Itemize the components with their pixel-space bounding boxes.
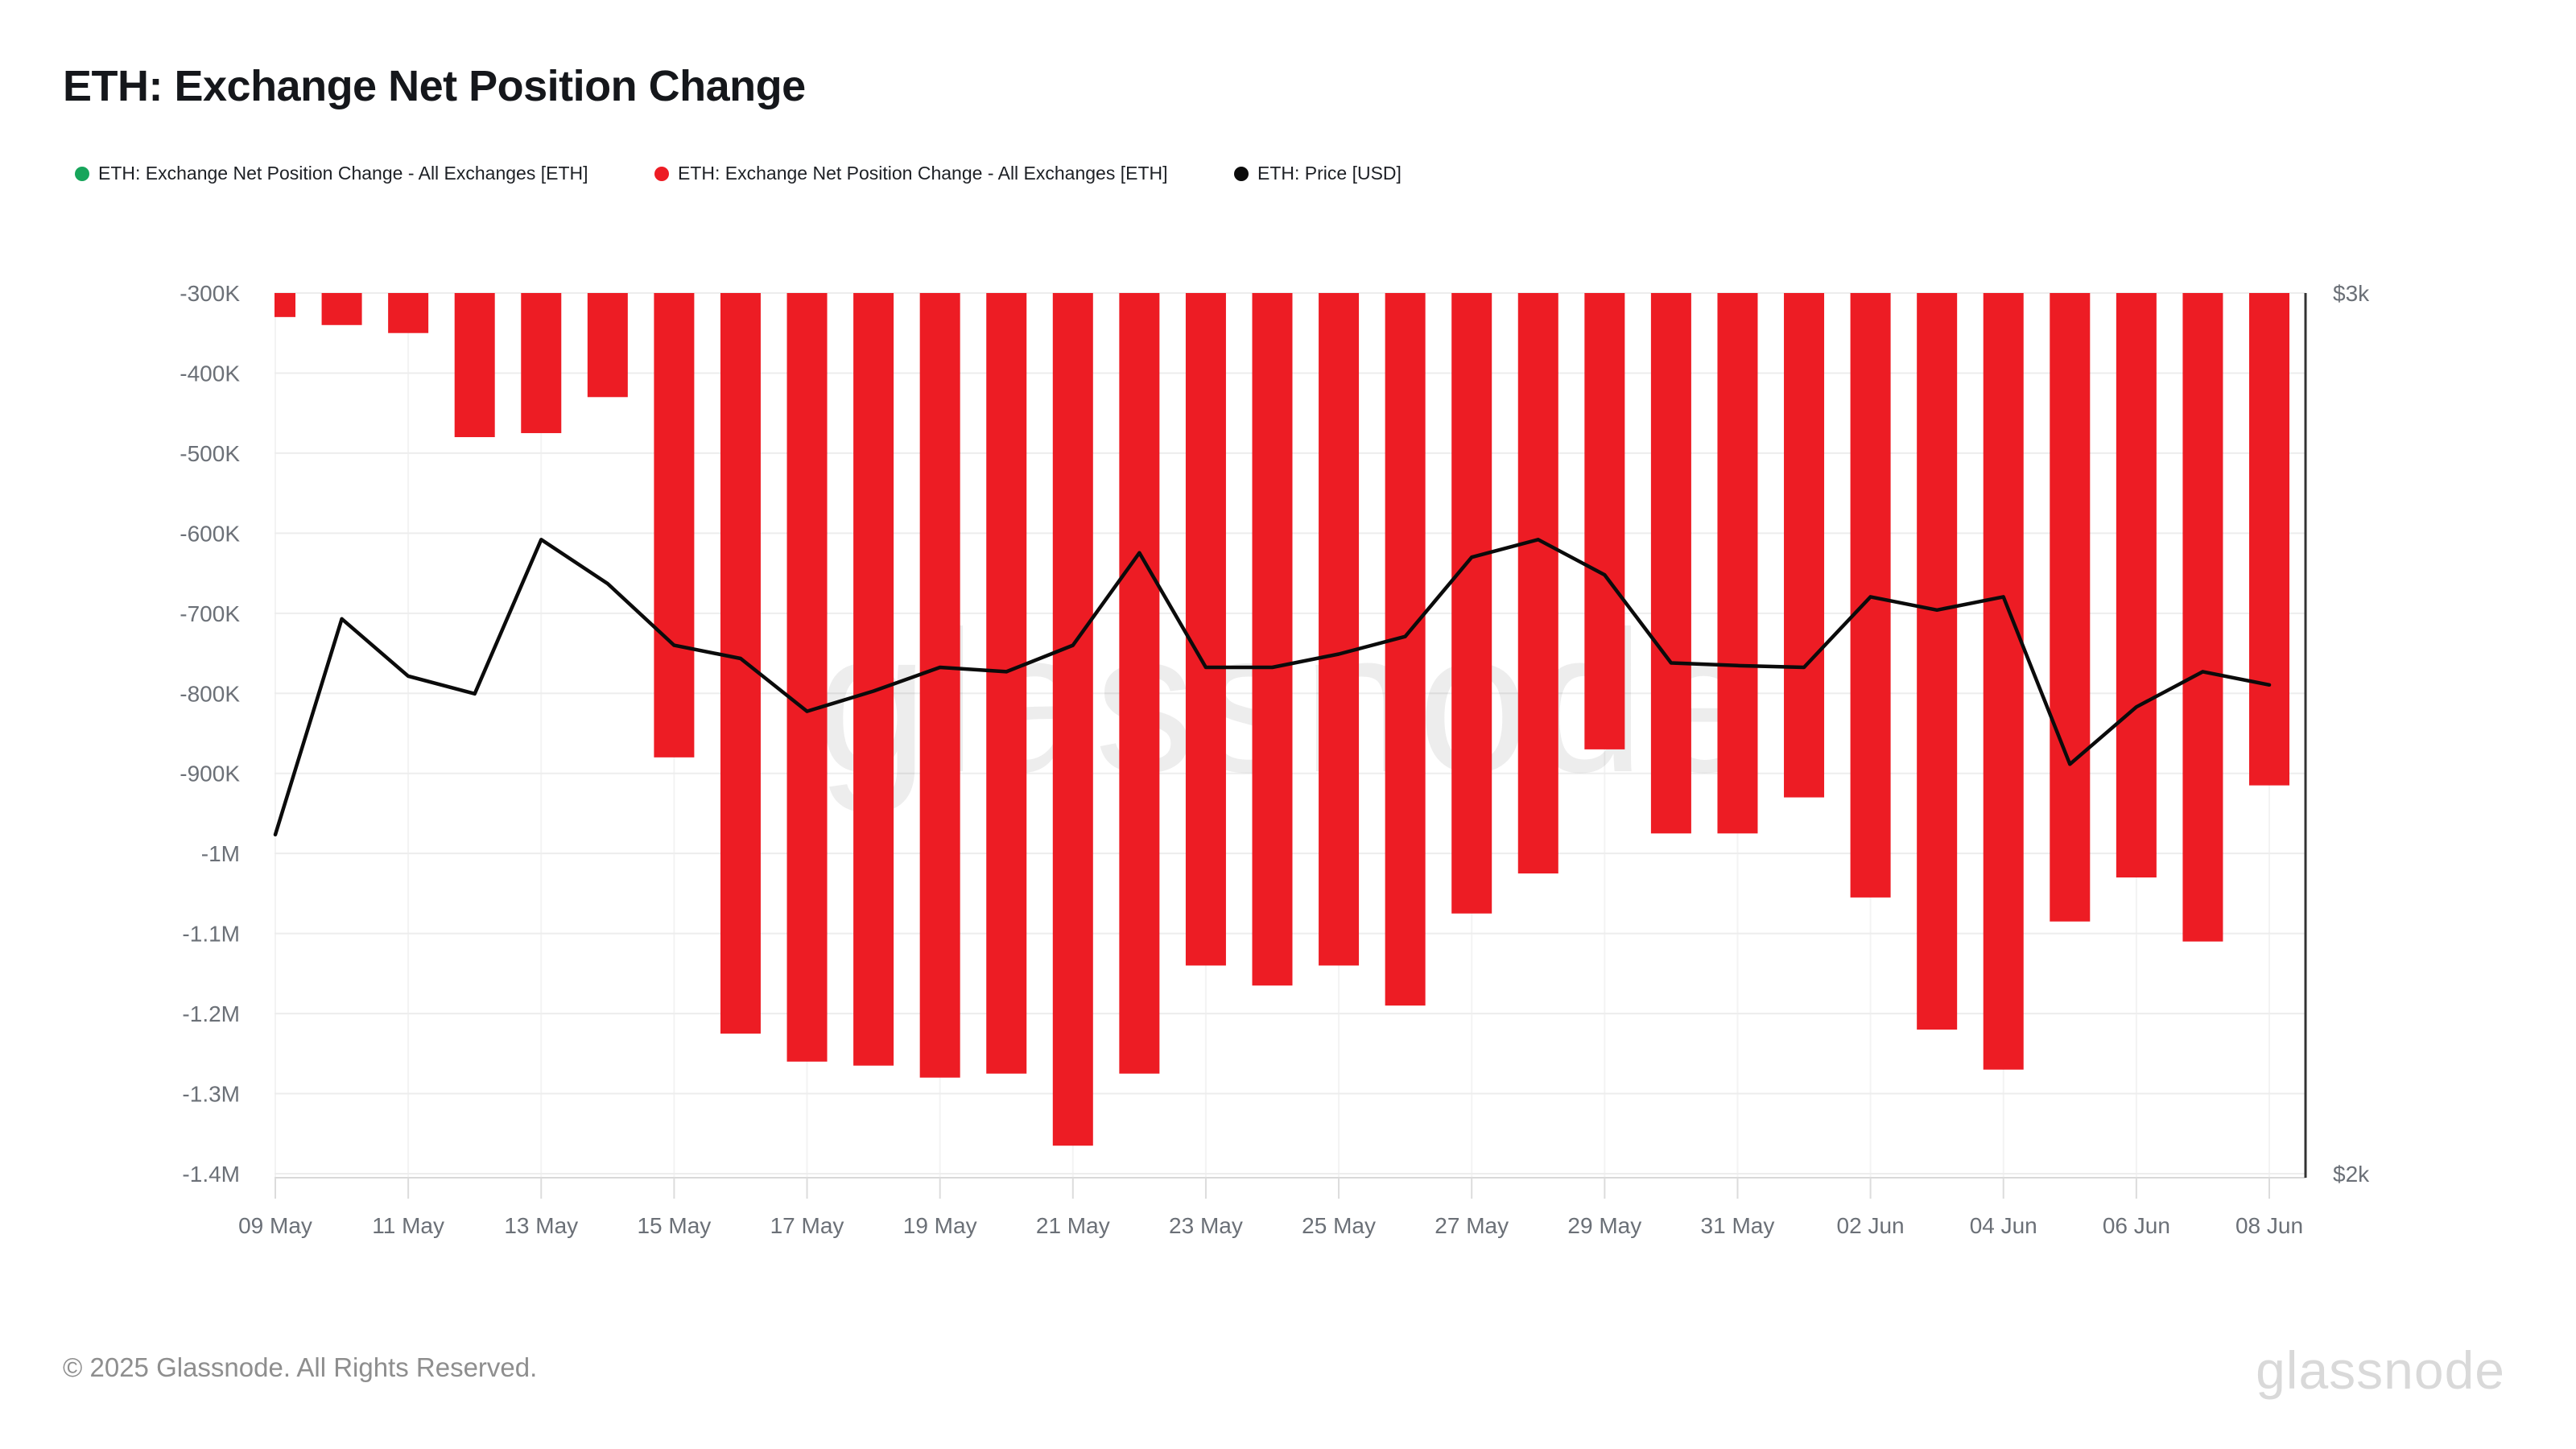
bar-28-May[interactable]	[1517, 293, 1558, 874]
x-label-09-May: 09 May	[238, 1213, 312, 1238]
y-left-label--600K: -600K	[180, 521, 240, 546]
bar-25-May[interactable]	[1319, 293, 1360, 966]
x-label-31-May: 31 May	[1701, 1213, 1775, 1238]
bar-06-Jun[interactable]	[2116, 293, 2157, 878]
y-left-label--1.3M: -1.3M	[182, 1082, 240, 1107]
x-label-15-May: 15 May	[637, 1213, 711, 1238]
bar-14-May[interactable]	[587, 293, 628, 398]
legend-item-net-position-green[interactable]: ETH: Exchange Net Position Change - All …	[75, 163, 588, 184]
x-label-04-Jun: 04 Jun	[1970, 1213, 2037, 1238]
bar-17-May[interactable]	[786, 293, 828, 1062]
glassnode-logo: glassnode	[2256, 1340, 2505, 1400]
bar-23-May[interactable]	[1185, 293, 1226, 966]
bar-05-Jun[interactable]	[2050, 293, 2091, 922]
bar-08-Jun[interactable]	[2249, 293, 2290, 786]
y-left-label--800K: -800K	[180, 681, 240, 706]
bar-18-May[interactable]	[853, 293, 894, 1066]
bar-22-May[interactable]	[1119, 293, 1160, 1074]
y-left-label--1.1M: -1.1M	[182, 922, 240, 947]
legend-dot-green-icon	[75, 166, 89, 181]
legend-dot-red-icon	[654, 166, 669, 181]
legend-item-eth-price[interactable]: ETH: Price [USD]	[1234, 163, 1402, 184]
x-label-11-May: 11 May	[372, 1213, 444, 1238]
bar-15-May[interactable]	[654, 293, 695, 758]
x-label-13-May: 13 May	[504, 1213, 578, 1238]
bar-20-May[interactable]	[986, 293, 1027, 1074]
bar-12-May[interactable]	[454, 293, 495, 438]
y-left-label--700K: -700K	[180, 601, 240, 626]
bar-07-Jun[interactable]	[2182, 293, 2223, 942]
x-label-19-May: 19 May	[903, 1213, 977, 1238]
x-label-29-May: 29 May	[1567, 1213, 1641, 1238]
bar-11-May[interactable]	[388, 293, 429, 333]
bar-31-May[interactable]	[1717, 293, 1758, 834]
x-label-25-May: 25 May	[1302, 1213, 1376, 1238]
price-line[interactable]	[273, 538, 2272, 837]
bar-10-May[interactable]	[321, 293, 362, 325]
page-title: ETH: Exchange Net Position Change	[63, 62, 806, 110]
y-left-label--1.2M: -1.2M	[182, 1001, 240, 1026]
bar-03-Jun[interactable]	[1917, 293, 1958, 1030]
x-label-06-Jun: 06 Jun	[2103, 1213, 2170, 1238]
y-left-label--400K: -400K	[180, 361, 240, 386]
bar-series-group	[255, 293, 2290, 1146]
x-label-08-Jun: 08 Jun	[2235, 1213, 2303, 1238]
legend-label: ETH: Exchange Net Position Change - All …	[98, 163, 588, 184]
bar-26-May[interactable]	[1385, 293, 1426, 1006]
bar-04-Jun[interactable]	[1983, 293, 2024, 1070]
bar-29-May[interactable]	[1584, 293, 1625, 749]
y-left-label--1M: -1M	[201, 841, 240, 866]
bar-16-May[interactable]	[720, 293, 761, 1034]
legend-item-net-position-red[interactable]: ETH: Exchange Net Position Change - All …	[654, 163, 1168, 184]
bar-01-Jun[interactable]	[1784, 293, 1825, 798]
legend-dot-black-icon	[1234, 166, 1249, 181]
bar-27-May[interactable]	[1451, 293, 1492, 914]
x-label-27-May: 27 May	[1435, 1213, 1509, 1238]
y-left-label--1.4M: -1.4M	[182, 1162, 240, 1187]
y-left-label--300K: -300K	[180, 281, 240, 306]
bar-24-May[interactable]	[1252, 293, 1293, 986]
bar-30-May[interactable]	[1650, 293, 1691, 834]
legend-label: ETH: Exchange Net Position Change - All …	[678, 163, 1168, 184]
bar-13-May[interactable]	[521, 293, 562, 434]
bar-09-May[interactable]	[255, 293, 295, 317]
y-right-label-$3k: $3k	[2333, 281, 2370, 306]
y-left-label--900K: -900K	[180, 762, 240, 786]
copyright-text: © 2025 Glassnode. All Rights Reserved.	[63, 1352, 538, 1382]
bar-21-May[interactable]	[1052, 293, 1093, 1146]
y-left-label--500K: -500K	[180, 441, 240, 466]
legend-label: ETH: Price [USD]	[1257, 163, 1402, 184]
x-label-23-May: 23 May	[1169, 1213, 1243, 1238]
x-label-02-Jun: 02 Jun	[1837, 1213, 1905, 1238]
x-label-17-May: 17 May	[770, 1213, 844, 1238]
bar-19-May[interactable]	[919, 293, 960, 1078]
y-right-label-$2k: $2k	[2333, 1162, 2370, 1187]
x-label-21-May: 21 May	[1036, 1213, 1110, 1238]
